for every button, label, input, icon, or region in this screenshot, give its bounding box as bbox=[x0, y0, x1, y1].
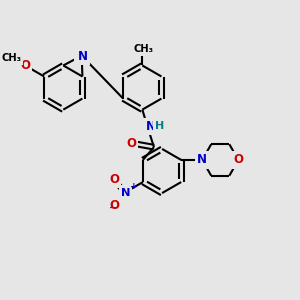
Text: +: + bbox=[130, 182, 138, 191]
Text: N: N bbox=[121, 188, 130, 197]
Text: CH₃: CH₃ bbox=[1, 52, 21, 62]
Text: O: O bbox=[76, 50, 86, 62]
Text: −: − bbox=[109, 202, 117, 213]
Text: O: O bbox=[233, 154, 243, 166]
Text: O: O bbox=[126, 136, 136, 150]
Text: O: O bbox=[109, 199, 119, 212]
Text: O: O bbox=[20, 59, 30, 72]
Text: CH₃: CH₃ bbox=[134, 44, 154, 54]
Text: N: N bbox=[146, 120, 155, 133]
Text: N: N bbox=[78, 50, 88, 63]
Text: H: H bbox=[155, 121, 164, 131]
Text: O: O bbox=[109, 173, 119, 186]
Text: N: N bbox=[197, 154, 207, 166]
